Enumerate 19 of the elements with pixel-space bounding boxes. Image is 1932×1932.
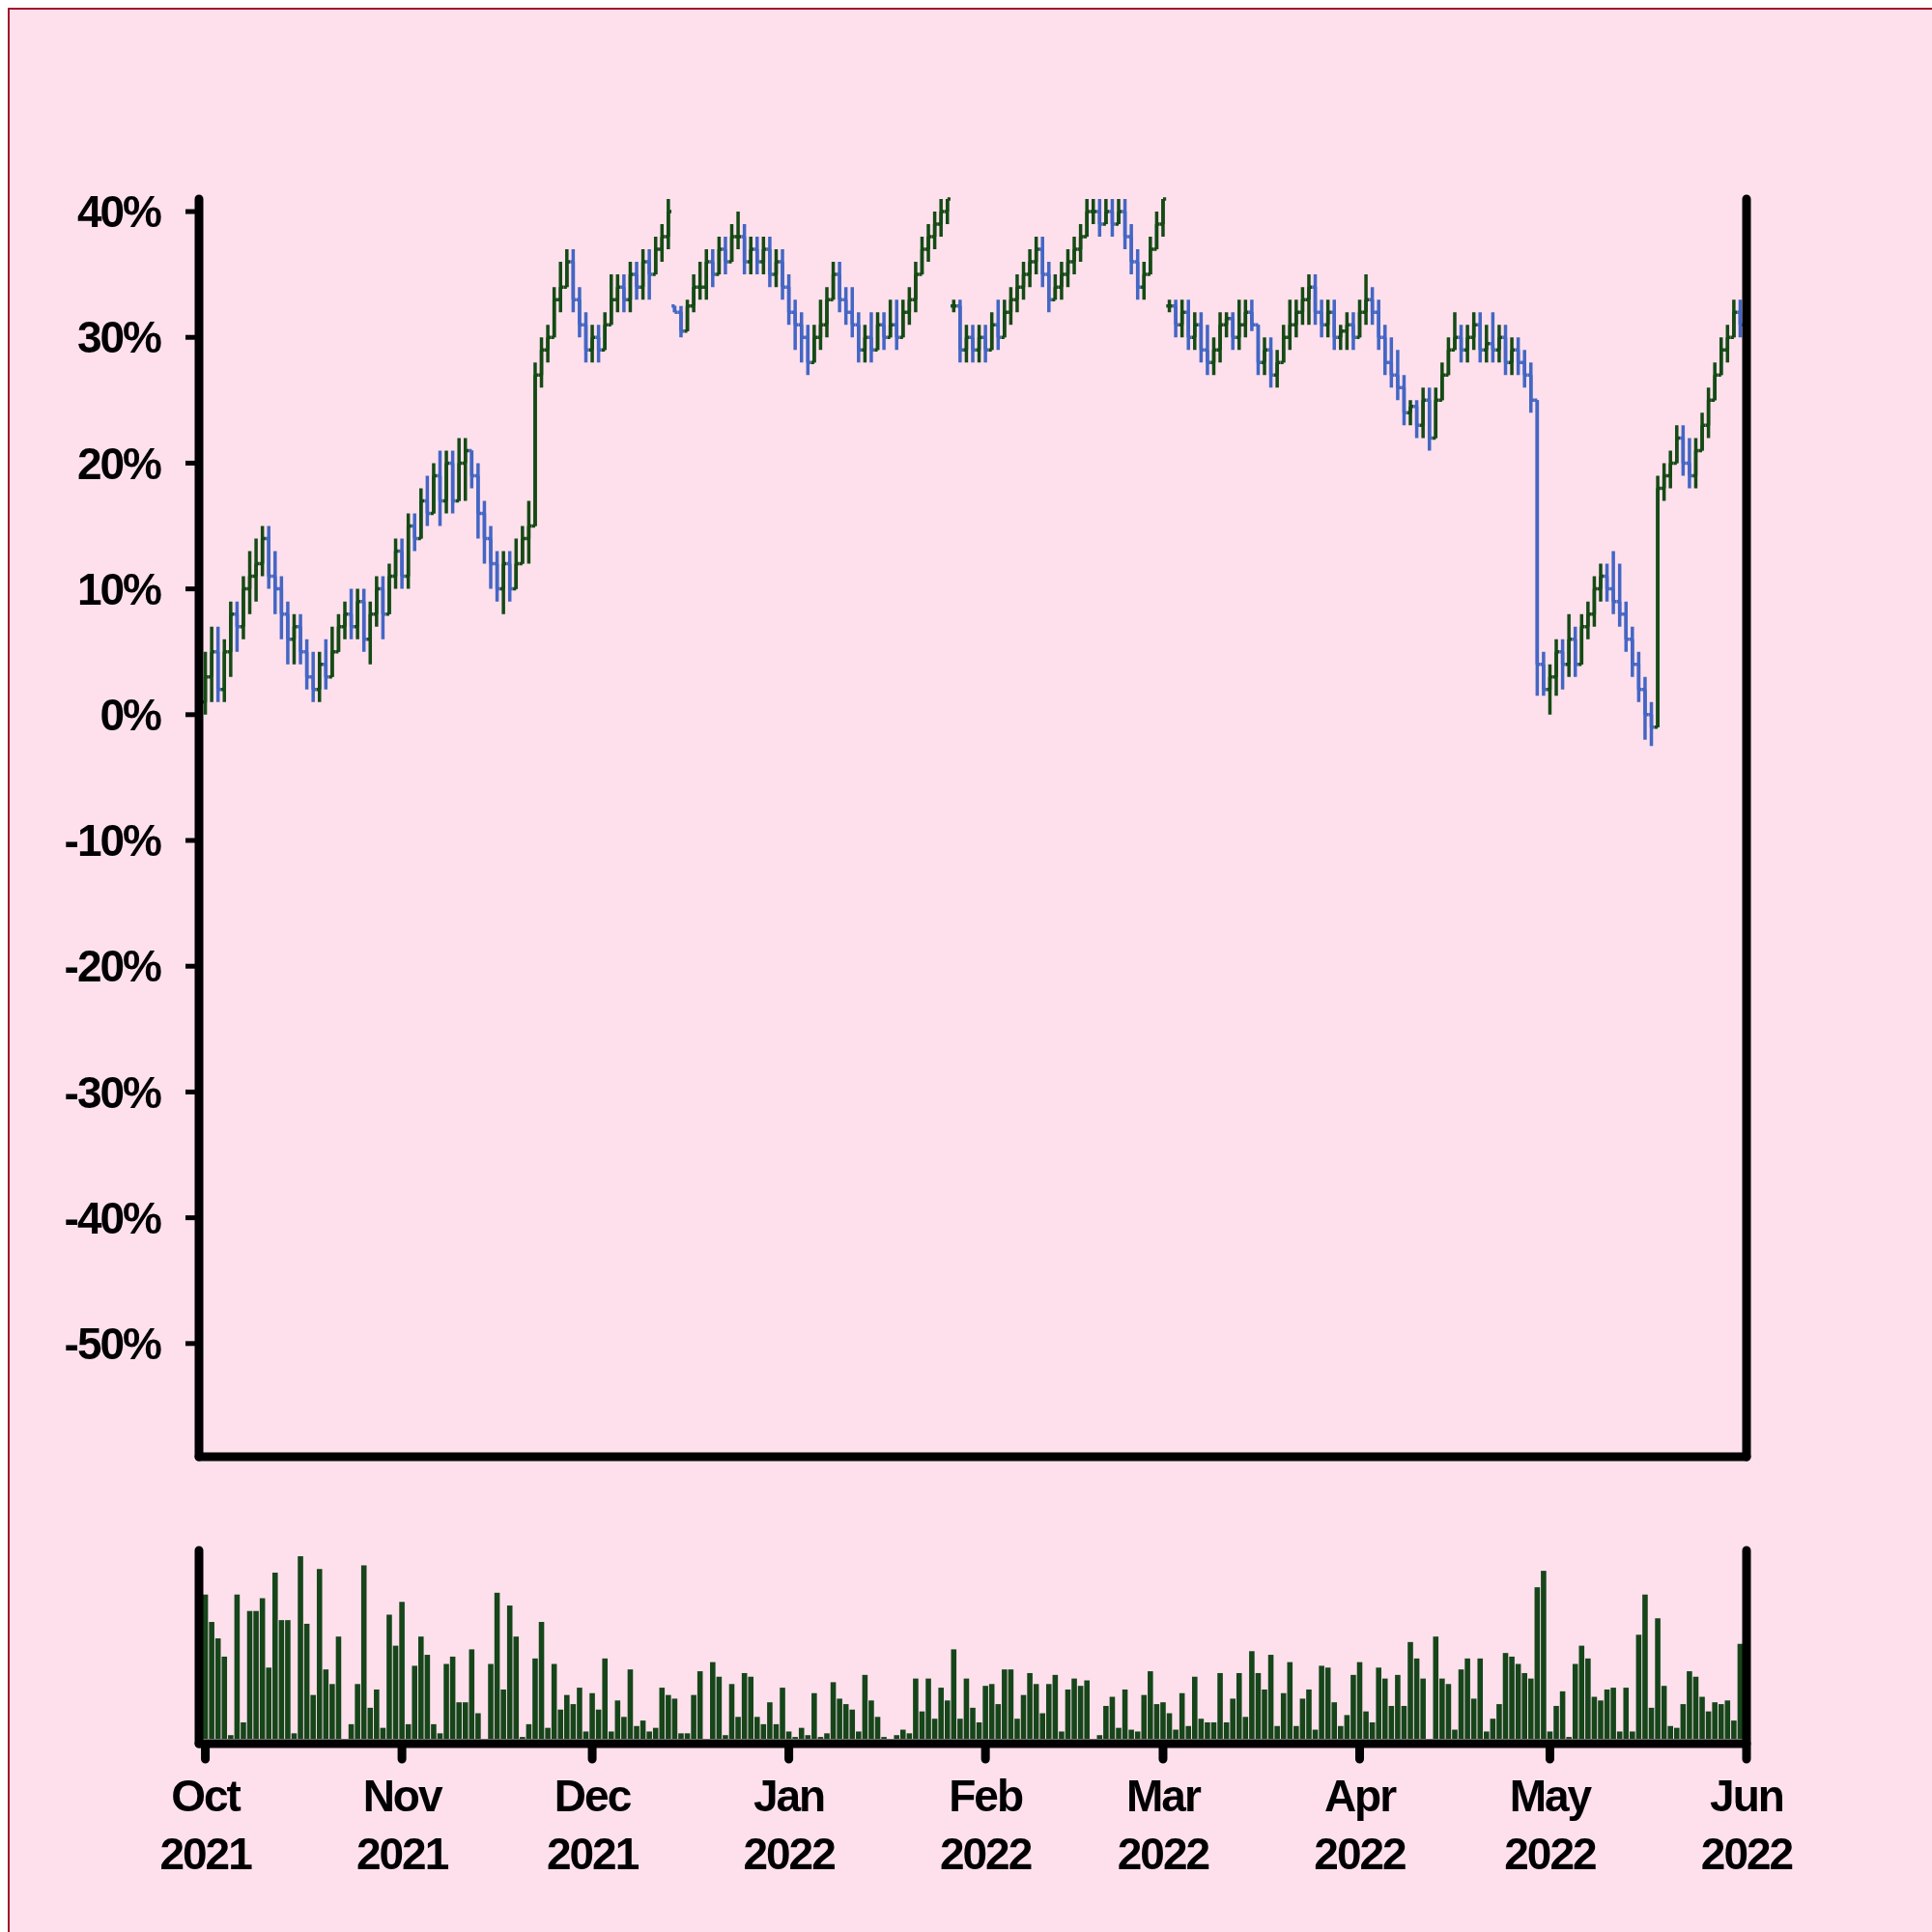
y-tick-label: -30% [64,1066,162,1118]
x-tick-label: Oct 2021 [159,1771,253,1879]
x-tick-label: Feb 2022 [939,1771,1032,1879]
y-tick-label: -20% [64,941,162,992]
y-tick-label: 10% [76,563,162,614]
x-tick-label: Nov 2021 [355,1771,449,1879]
y-tick-label: 20% [76,438,162,489]
y-tick-label: -40% [64,1192,162,1243]
y-tick-label: 0% [99,689,162,740]
y-tick-label: 30% [76,312,162,363]
x-tick-label: Mar 2022 [1117,1771,1209,1879]
x-tick-label: Jan 2022 [743,1771,836,1879]
x-tick-label: Apr 2022 [1314,1771,1406,1879]
y-tick-label: -50% [64,1318,162,1369]
x-tick-label: Jun 2022 [1700,1771,1793,1879]
y-tick-label: -10% [64,815,162,867]
x-tick-label: May 2022 [1504,1771,1597,1879]
x-tick-label: Dec 2021 [546,1771,639,1879]
y-tick-label: 40% [76,186,162,238]
